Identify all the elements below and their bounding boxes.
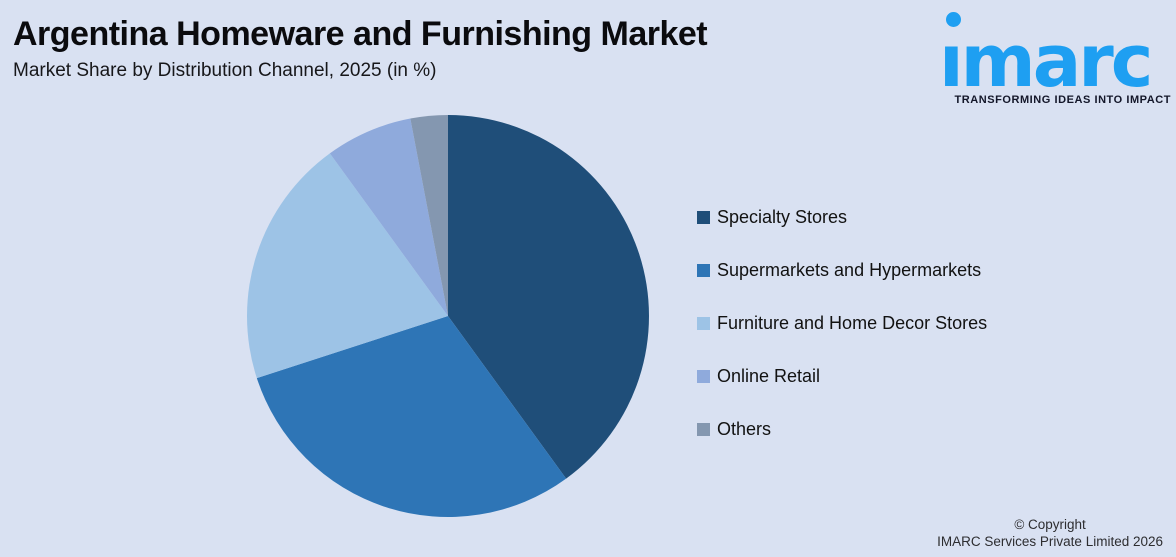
page-subtitle: Market Share by Distribution Channel, 20… [13, 60, 437, 82]
legend-label: Others [717, 418, 772, 439]
legend-swatch-others [697, 422, 710, 436]
header: Argentina Homeware and Furnishing Market… [13, 15, 708, 82]
legend-label: Specialty Stores [717, 206, 848, 227]
legend-swatch-supermarkets-and-hypermarkets [697, 263, 710, 277]
copyright-line2: IMARC Services Private Limited 2026 [937, 534, 1163, 550]
copyright-notice: © Copyright IMARC Services Private Limit… [937, 517, 1163, 551]
pie-slice-others [410, 115, 448, 316]
pie-slice-furniture-and-home-decor-stores [247, 153, 448, 379]
imarc-wordmark: ımarc [939, 19, 1153, 103]
legend: Specialty Stores Supermarkets and Hyperm… [697, 207, 987, 472]
legend-label: Furniture and Home Decor Stores [717, 312, 988, 333]
legend-item-supermarkets-and-hypermarkets: Supermarkets and Hypermarkets [697, 260, 987, 280]
legend-item-online-retail: Online Retail [697, 366, 987, 386]
pie-slice-specialty-stores [448, 115, 649, 479]
legend-item-others: Others [697, 419, 987, 439]
page-title: Argentina Homeware and Furnishing Market [13, 15, 708, 53]
pie-slice-supermarkets-and-hypermarkets [256, 316, 567, 517]
legend-swatch-specialty-stores [697, 210, 710, 224]
legend-swatch-furniture-and-home-decor-stores [697, 316, 710, 330]
imarc-logo-dot-icon [946, 12, 961, 27]
legend-label: Online Retail [717, 365, 821, 386]
legend-item-furniture-and-home-decor-stores: Furniture and Home Decor Stores [697, 313, 987, 333]
legend-label: Supermarkets and Hypermarkets [717, 259, 982, 280]
legend-item-specialty-stores: Specialty Stores [697, 207, 987, 227]
pie-chart [247, 115, 649, 517]
pie-slice-online-retail [329, 118, 448, 316]
imarc-tagline: TRANSFORMING IDEAS INTO IMPACT [954, 94, 1171, 106]
imarc-logo: ımarc TRANSFORMING IDEAS INTO IMPACT [939, 0, 1171, 106]
copyright-line1: © Copyright [1014, 517, 1086, 533]
legend-swatch-online-retail [697, 369, 710, 383]
